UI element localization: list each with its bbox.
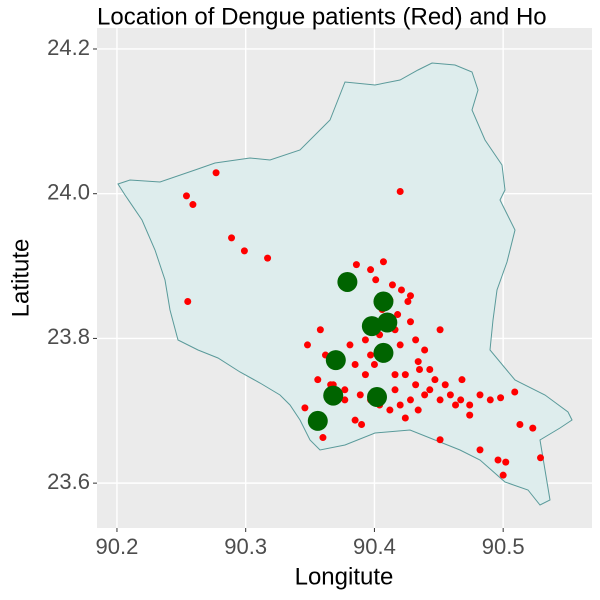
patient-point — [394, 311, 402, 319]
patient-point — [466, 401, 474, 409]
patient-point — [184, 298, 192, 306]
hospital-point — [337, 271, 358, 292]
patient-point — [401, 414, 409, 422]
hospital-point — [307, 410, 328, 431]
patient-point — [316, 326, 324, 334]
patient-point — [457, 396, 465, 404]
patient-point — [367, 351, 375, 359]
patient-point — [228, 234, 236, 242]
patient-point — [341, 396, 349, 404]
patient-point — [476, 446, 484, 454]
patient-point — [361, 371, 369, 379]
patient-point — [212, 169, 220, 177]
patient-point — [436, 436, 444, 444]
hospital-point — [323, 385, 344, 406]
y-tick-label: 24.0 — [47, 180, 90, 205]
patient-point — [499, 471, 507, 479]
patient-point — [436, 396, 444, 404]
patient-point — [466, 411, 474, 419]
patient-point — [446, 391, 454, 399]
hospital-point — [361, 316, 382, 337]
x-axis-title: Longitute — [295, 563, 394, 590]
points — [182, 169, 545, 479]
patient-point — [189, 201, 197, 209]
patient-point — [494, 456, 502, 464]
patient-point — [401, 371, 409, 379]
patient-point — [414, 406, 422, 414]
patient-point — [388, 281, 396, 289]
patient-point — [367, 266, 375, 274]
patient-point — [319, 434, 327, 442]
hospital-point — [373, 291, 394, 312]
patient-point — [497, 394, 505, 402]
x-tick-label: 90.4 — [353, 534, 396, 559]
patient-point — [396, 188, 404, 196]
patient-point — [264, 254, 272, 262]
patient-point — [476, 391, 484, 399]
patient-point — [412, 336, 420, 344]
patient-point — [404, 298, 412, 306]
patient-point — [240, 247, 248, 255]
patient-point — [341, 386, 349, 394]
x-tick-label: 90.2 — [96, 534, 139, 559]
patient-point — [361, 336, 369, 344]
patient-point — [436, 326, 444, 334]
patient-point — [352, 261, 360, 269]
patient-point — [421, 391, 429, 399]
patient-point — [529, 424, 537, 432]
patient-point — [346, 341, 354, 349]
patient-point — [516, 421, 524, 429]
patient-point — [412, 381, 420, 389]
patient-point — [397, 286, 405, 294]
patient-point — [415, 366, 423, 374]
patient-point — [414, 358, 422, 366]
patient-point — [406, 396, 414, 404]
patient-point — [396, 401, 404, 409]
patient-point — [379, 258, 387, 266]
patient-point — [486, 396, 494, 404]
patient-point — [452, 401, 460, 409]
hospital-point — [377, 312, 398, 333]
patient-point — [314, 376, 322, 384]
patient-point — [356, 391, 364, 399]
y-tick-label: 23.6 — [47, 469, 90, 494]
patient-point — [351, 416, 359, 424]
y-axis-title: Latitute — [7, 239, 34, 318]
patient-point — [370, 360, 378, 368]
patient-point — [391, 371, 399, 379]
patient-point — [537, 454, 545, 462]
y-tick-label: 23.8 — [47, 324, 90, 349]
patient-point — [406, 292, 414, 300]
x-tick-label: 90.5 — [482, 534, 525, 559]
patient-point — [391, 386, 399, 394]
patient-point — [396, 341, 404, 349]
patient-point — [502, 458, 510, 466]
x-tick-label: 90.3 — [224, 534, 267, 559]
patient-point — [426, 366, 434, 374]
hospital-point — [325, 350, 346, 371]
patient-point — [358, 421, 366, 429]
chart-title: Location of Dengue patients (Red) and Ho — [97, 3, 547, 30]
patient-point — [351, 360, 359, 368]
patient-point — [303, 341, 311, 349]
hospital-point — [373, 342, 394, 363]
patient-point — [386, 406, 394, 414]
patient-point — [182, 192, 190, 200]
patient-point — [426, 386, 434, 394]
patient-point — [421, 346, 429, 354]
patient-point — [406, 318, 414, 326]
patient-point — [441, 381, 449, 389]
patient-point — [511, 388, 519, 396]
patient-point — [458, 376, 466, 384]
patient-point — [372, 276, 380, 284]
patient-point — [301, 404, 309, 412]
y-tick-label: 24.2 — [47, 35, 90, 60]
patient-point — [431, 376, 439, 384]
hospital-point — [367, 387, 388, 408]
